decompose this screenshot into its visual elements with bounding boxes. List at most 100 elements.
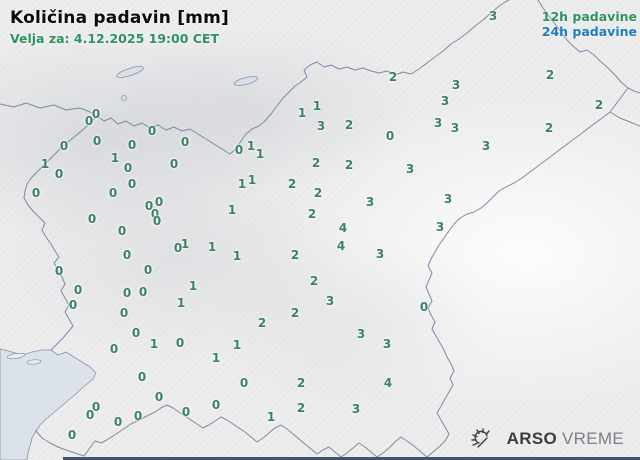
station-value: 0 <box>68 298 78 312</box>
station-value: 0 <box>152 214 162 228</box>
station-value: 0 <box>154 390 164 404</box>
station-value: 2 <box>309 274 319 288</box>
station-value: 2 <box>594 98 604 112</box>
weather-sun-icon <box>470 428 490 448</box>
station-value: 0 <box>87 212 97 226</box>
station-value: 1 <box>247 173 257 187</box>
station-value: 2 <box>544 121 554 135</box>
station-value: 3 <box>405 162 415 176</box>
station-value: 1 <box>110 151 120 165</box>
station-value: 1 <box>180 237 190 251</box>
station-value: 3 <box>435 220 445 234</box>
legend-24h-link[interactable]: 24h padavine <box>541 24 637 39</box>
station-value: 0 <box>122 286 132 300</box>
station-value: 2 <box>296 376 306 390</box>
station-value: 0 <box>67 428 77 442</box>
station-value: 2 <box>290 306 300 320</box>
station-value: 0 <box>85 408 95 422</box>
lake <box>233 76 259 86</box>
header: Količina padavin [mm] Velja za: 4.12.202… <box>10 8 229 46</box>
station-value: 0 <box>154 195 164 209</box>
lake <box>116 66 144 78</box>
station-value: 3 <box>443 192 453 206</box>
station-value: 1 <box>176 296 186 310</box>
station-value: 3 <box>365 195 375 209</box>
station-value: 0 <box>173 241 183 255</box>
station-value: 2 <box>257 316 267 330</box>
station-value: 0 <box>54 167 64 181</box>
station-value: 1 <box>232 249 242 263</box>
station-value: 0 <box>73 283 83 297</box>
adriatic-sea <box>0 348 97 460</box>
station-value: 0 <box>144 199 154 213</box>
station-value: 2 <box>307 207 317 221</box>
station-value: 1 <box>266 410 276 424</box>
station-value: 0 <box>113 415 123 429</box>
station-value: 0 <box>181 405 191 419</box>
station-value: 1 <box>188 279 198 293</box>
logo-arso: ARSO <box>506 429 557 448</box>
station-value: 3 <box>316 119 326 133</box>
station-value: 0 <box>131 326 141 340</box>
station-value: 3 <box>450 121 460 135</box>
station-value: 4 <box>336 239 346 253</box>
station-value: 3 <box>440 94 450 108</box>
station-value: 2 <box>313 186 323 200</box>
station-value: 3 <box>488 9 498 23</box>
station-value: 3 <box>351 402 361 416</box>
lagoon-islet <box>26 359 42 365</box>
legend: 12h padavine 24h padavine <box>542 9 637 39</box>
station-value: 4 <box>383 376 393 390</box>
station-value: 1 <box>227 203 237 217</box>
station-value: 0 <box>119 306 129 320</box>
station-value: 3 <box>356 327 366 341</box>
station-value: 0 <box>385 129 395 143</box>
station-value: 0 <box>137 370 147 384</box>
bottom-bar <box>63 457 640 460</box>
station-value: 2 <box>287 177 297 191</box>
station-value: 0 <box>84 114 94 128</box>
station-value: 2 <box>344 158 354 172</box>
station-value: 2 <box>545 68 555 82</box>
station-value: 2 <box>344 118 354 132</box>
station-value: 1 <box>40 157 50 171</box>
station-value: 3 <box>451 78 461 92</box>
legend-12h-link[interactable]: 12h padavine <box>541 9 637 24</box>
station-value: 0 <box>127 177 137 191</box>
station-value: 0 <box>91 400 101 414</box>
station-value: 0 <box>31 186 41 200</box>
station-value: 2 <box>296 401 306 415</box>
station-value: 0 <box>147 124 157 138</box>
station-value: 0 <box>211 398 221 412</box>
logo-text: ARSO VREME <box>507 429 624 449</box>
station-value: 2 <box>290 248 300 262</box>
valid-time: Velja za: 4.12.2025 19:00 CET <box>10 31 219 46</box>
station-value: 0 <box>108 186 118 200</box>
station-value: 1 <box>246 139 256 153</box>
logo-vreme: VREME <box>562 429 624 448</box>
station-value: 4 <box>338 221 348 235</box>
station-value: 0 <box>234 143 244 157</box>
station-value: 0 <box>54 264 64 278</box>
station-value: 3 <box>433 116 443 130</box>
station-value: 1 <box>312 99 322 113</box>
station-value: 3 <box>375 247 385 261</box>
station-value: 0 <box>150 207 160 221</box>
station-value: 0 <box>419 300 429 314</box>
station-value: 0 <box>143 263 153 277</box>
station-value: 1 <box>211 351 221 365</box>
station-value: 2 <box>311 156 321 170</box>
station-value: 0 <box>239 376 249 390</box>
station-value: 2 <box>388 70 398 84</box>
station-value: 0 <box>127 138 137 152</box>
station-value: 0 <box>117 224 127 238</box>
lagoon-islet <box>6 352 26 360</box>
station-value: 3 <box>325 294 335 308</box>
station-value: 0 <box>133 409 143 423</box>
lake <box>121 95 127 101</box>
station-value: 3 <box>382 337 392 351</box>
